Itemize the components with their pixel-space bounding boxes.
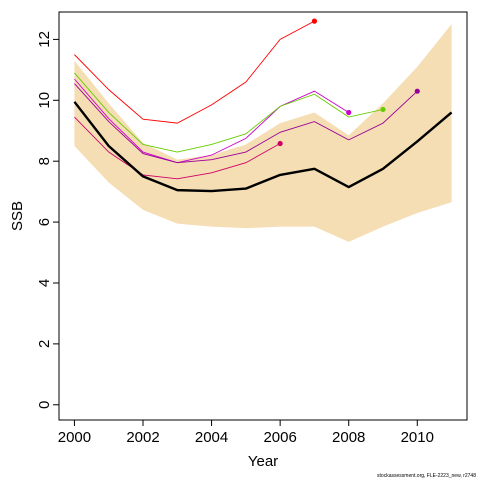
main-series-layer [73,101,453,193]
x-axis: 2000 2002 2004 2006 2008 2010 [58,420,434,446]
y-tick-label: 12 [36,31,53,48]
y-tick-label: 8 [36,157,53,165]
retro-series-endpoint-1 [311,18,318,24]
x-tick-label: 2006 [263,429,296,446]
x-tick-label: 2000 [58,429,91,446]
x-tick-label: 2008 [332,429,365,446]
retro-series-line-2 [74,78,349,164]
retro-series-line-1 [74,20,315,124]
y-tick-label: 0 [36,401,53,409]
plot-frame [58,11,468,421]
y-tick-label: 10 [36,92,53,109]
retro-series-endpoint-5 [277,140,283,147]
footnote: stockassessment.org, FLE-2223_new, r2748 [377,473,476,479]
y-tick-label: 2 [36,340,53,348]
retro-series-endpoint-4 [414,88,420,94]
x-tick-label: 2002 [126,429,159,446]
y-tick-label: 4 [36,279,53,287]
main-series-line [73,101,453,193]
retro-series-layer [74,18,420,180]
x-tick-label: 2010 [401,429,434,446]
y-axis-title: SSB [9,201,26,231]
retro-series-line-4 [74,83,418,164]
retro-series-endpoint-2 [346,109,352,116]
retro-series-line-3 [74,72,384,153]
y-axis: 0 2 4 6 8 10 12 [36,31,59,409]
retro-series-endpoint-3 [380,106,386,113]
x-tick-label: 2004 [195,429,228,446]
retro-series-line-5 [74,116,281,180]
y-tick-label: 6 [36,218,53,226]
x-axis-title: Year [248,453,278,470]
